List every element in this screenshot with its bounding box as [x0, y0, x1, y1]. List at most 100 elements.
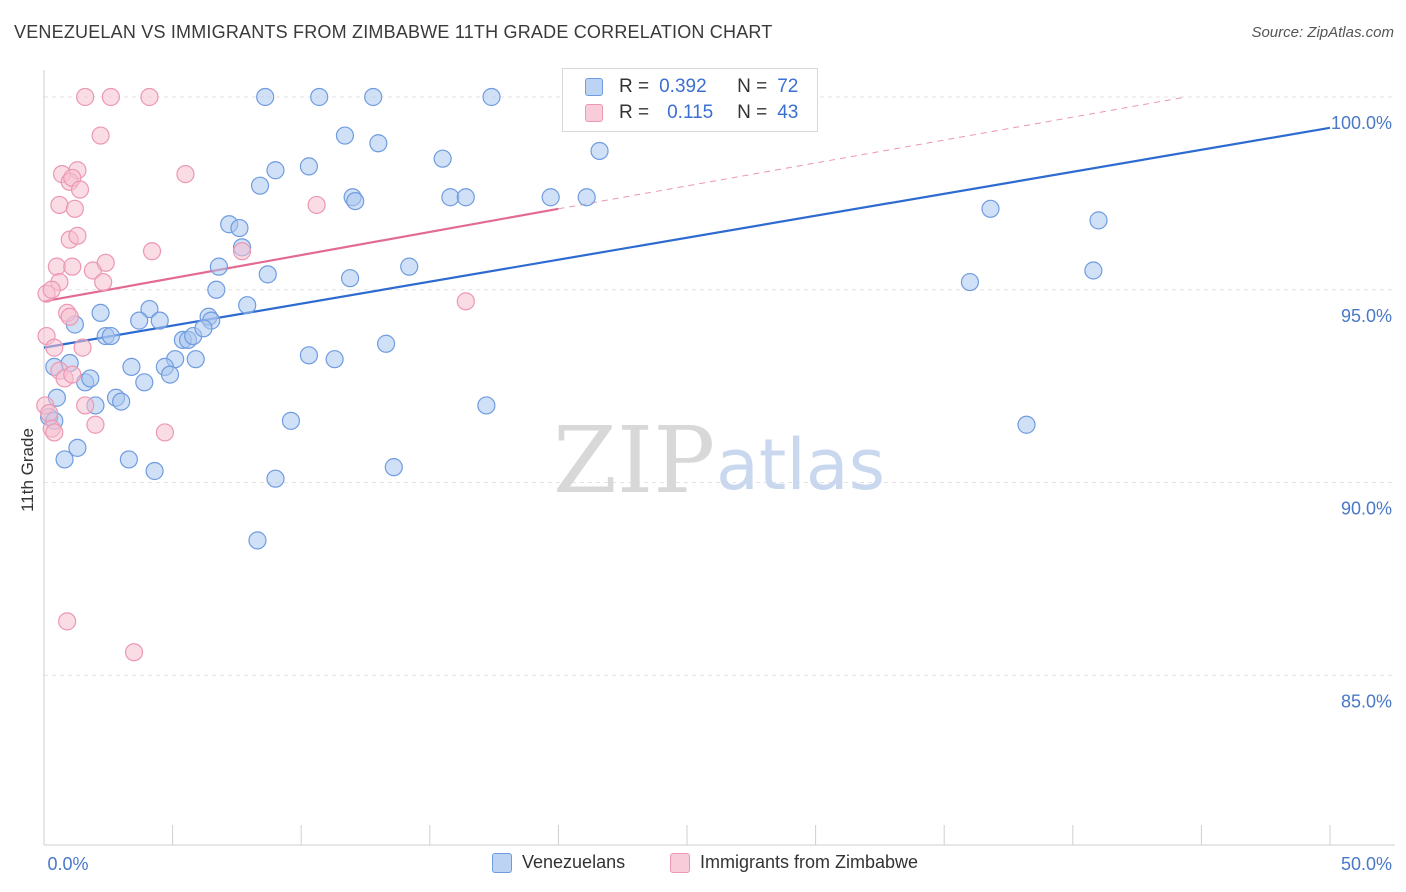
- venezuelan-point: [248, 531, 267, 550]
- zimbabwe-point: [73, 338, 92, 357]
- x-tick-label: 0.0%: [47, 854, 88, 874]
- venezuelan-point: [325, 350, 344, 369]
- zimbabwe-point: [96, 253, 115, 272]
- venezuelan-point: [477, 396, 496, 415]
- zimbabwe-point: [47, 257, 66, 276]
- legend-row-zimbabwe: R = 0.115 N = 43: [585, 101, 798, 125]
- venezuelan-point: [299, 157, 319, 176]
- zimbabwe-point: [94, 272, 113, 292]
- venezuelan-point: [1089, 211, 1108, 230]
- trend-lines: [43, 96, 1331, 349]
- y-tick-label: 90.0%: [1341, 499, 1392, 519]
- venezuelans-swatch: [585, 78, 603, 96]
- x-tick-label: 50.0%: [1341, 854, 1392, 874]
- venezuelan-point: [335, 126, 355, 145]
- venezuelan-point: [369, 134, 388, 153]
- venezuelan-point: [160, 365, 180, 384]
- zimbabwe-swatch: [585, 104, 603, 122]
- venezuelan-point: [119, 450, 138, 469]
- venezuelan-point: [150, 311, 169, 330]
- zimbabwe-point: [155, 423, 174, 442]
- venezuelan-point: [209, 257, 228, 276]
- zimbabwe-point: [40, 404, 59, 423]
- data-points: [36, 87, 1108, 662]
- venezuelan-point: [101, 326, 120, 346]
- watermark-atlas: atlas: [716, 424, 885, 506]
- venezuelans-legend-swatch: [492, 852, 512, 873]
- zimbabwe-point: [76, 396, 95, 415]
- tick-labels: 85.0% 90.0% 95.0% 100.0% 0.0% 50.0%: [47, 113, 1392, 874]
- venezuelan-point: [258, 265, 277, 284]
- n-value: 72: [777, 76, 799, 97]
- chart-title: VENEZUELAN VS IMMIGRANTS FROM ZIMBABWE 1…: [14, 22, 773, 42]
- zimbabwe-point: [65, 199, 84, 218]
- watermark-zip: ZIP: [553, 407, 715, 514]
- venezuelan-point: [145, 461, 164, 481]
- venezuelans-legend-label: Venezuelans: [522, 852, 626, 872]
- r-label: R =: [619, 102, 650, 123]
- zimbabwe-point: [70, 180, 90, 199]
- venezuelan-point: [376, 334, 396, 353]
- zimbabwe-point: [42, 280, 61, 299]
- correlation-legend: R = 0.392 N = 72 R = 0.115 N = 43: [562, 68, 818, 132]
- zimbabwe-point: [50, 195, 69, 215]
- legend-item-venezuelans: Venezuelans: [492, 852, 625, 873]
- zimbabwe-point: [63, 257, 82, 276]
- venezuelan-point: [135, 373, 154, 392]
- y-tick-label: 100.0%: [1331, 113, 1392, 133]
- venezuelan-point: [456, 188, 475, 207]
- venezuelan-point: [541, 188, 560, 207]
- venezuelan-point: [256, 87, 275, 107]
- venezuelan-point: [130, 311, 149, 330]
- zimbabwe-legend-label: Immigrants from Zimbabwe: [700, 852, 919, 872]
- legend-item-zimbabwe: Immigrants from Zimbabwe: [670, 852, 918, 873]
- venezuelans-trend-line: [43, 126, 1331, 349]
- venezuelan-point: [140, 299, 159, 319]
- venezuelan-point: [346, 191, 365, 211]
- venezuelan-point: [577, 188, 596, 207]
- venezuelan-point: [194, 319, 213, 338]
- n-value: 43: [777, 102, 799, 123]
- venezuelan-point: [960, 272, 980, 292]
- zimbabwe-point: [101, 87, 120, 107]
- n-label: N =: [737, 76, 768, 97]
- venezuelan-point: [1084, 261, 1103, 280]
- zimbabwe-point: [45, 338, 64, 357]
- venezuelan-point: [112, 392, 131, 411]
- watermark: ZIP atlas: [553, 407, 885, 514]
- zimbabwe-trend-extension: [558, 96, 1187, 210]
- y-tick-label: 85.0%: [1341, 691, 1392, 711]
- zimbabwe-point: [60, 307, 79, 326]
- venezuelan-point: [55, 450, 74, 469]
- venezuelan-point: [266, 161, 285, 180]
- venezuelan-point: [400, 257, 419, 276]
- venezuelan-point: [122, 357, 141, 376]
- zimbabwe-point: [45, 423, 64, 442]
- venezuelan-point: [364, 87, 383, 107]
- venezuelan-point: [441, 188, 460, 207]
- venezuelan-point: [590, 141, 609, 161]
- zimbabwe-point: [232, 242, 252, 261]
- venezuelan-point: [250, 176, 270, 195]
- venezuelan-point: [1017, 415, 1036, 434]
- zimbabwe-point: [124, 643, 144, 662]
- zimbabwe-point: [68, 226, 87, 245]
- zimbabwe-point: [76, 87, 95, 107]
- venezuelan-point: [981, 199, 1000, 218]
- venezuelan-point: [281, 411, 301, 430]
- venezuelan-point: [81, 369, 100, 388]
- axes: [43, 70, 1395, 846]
- y-tick-label: 95.0%: [1341, 306, 1392, 326]
- venezuelan-point: [482, 87, 501, 107]
- r-label: R =: [619, 76, 650, 97]
- gridlines: [44, 96, 1395, 676]
- zimbabwe-point: [140, 87, 159, 107]
- zimbabwe-point: [91, 126, 110, 145]
- zimbabwe-legend-swatch: [670, 852, 690, 873]
- venezuelan-point: [238, 296, 257, 315]
- venezuelan-point: [266, 469, 285, 488]
- venezuelan-point: [91, 303, 110, 323]
- r-value: 0.392: [659, 76, 707, 97]
- venezuelan-point: [433, 149, 452, 168]
